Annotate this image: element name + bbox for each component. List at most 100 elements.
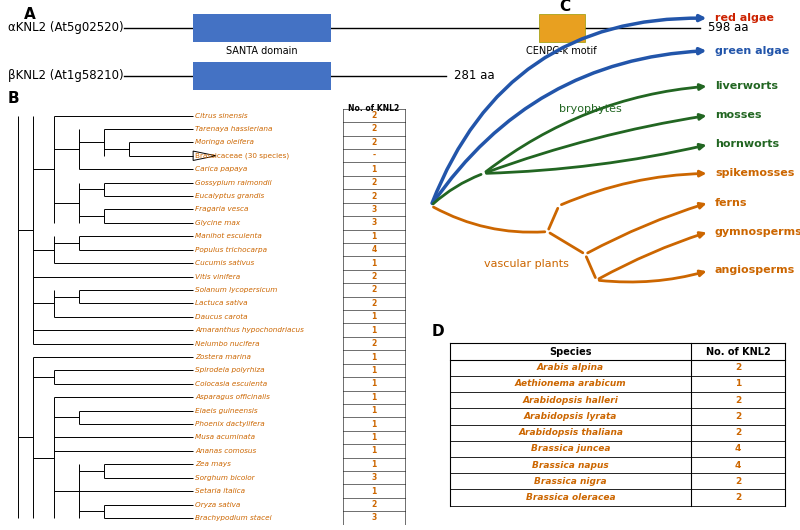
Text: Oryza sativa: Oryza sativa [195, 501, 241, 508]
Text: 3: 3 [371, 205, 377, 214]
Text: C: C [559, 0, 570, 14]
Text: Brassicaceae (30 species): Brassicaceae (30 species) [195, 153, 290, 159]
Text: 2: 2 [371, 500, 377, 509]
Text: 3: 3 [371, 514, 377, 523]
Text: 2: 2 [371, 339, 377, 348]
Text: 4: 4 [371, 245, 377, 254]
Text: 1: 1 [371, 165, 377, 174]
Text: green algae: green algae [715, 46, 789, 56]
Text: ferns: ferns [715, 198, 747, 208]
Text: Elaeis guineensis: Elaeis guineensis [195, 408, 258, 414]
Text: Arabidopsis lyrata: Arabidopsis lyrata [524, 412, 618, 421]
Text: 598 aa: 598 aa [707, 21, 748, 34]
Text: hornworts: hornworts [715, 139, 779, 149]
Text: 1: 1 [371, 259, 377, 268]
Bar [193, 62, 331, 90]
Text: Daucus carota: Daucus carota [195, 314, 248, 320]
Text: 2: 2 [371, 125, 377, 134]
Text: 2: 2 [371, 272, 377, 281]
Text: 2: 2 [371, 138, 377, 147]
Text: CENPC-k motif: CENPC-k motif [526, 46, 597, 56]
Text: vascular plants: vascular plants [484, 259, 569, 269]
Text: 1: 1 [371, 232, 377, 241]
Text: Lactuca sativa: Lactuca sativa [195, 301, 248, 306]
Text: Fragaria vesca: Fragaria vesca [195, 206, 249, 213]
Text: 1: 1 [735, 379, 741, 388]
Text: 1: 1 [371, 366, 377, 375]
Text: 2: 2 [735, 396, 741, 405]
Text: Tarenaya hassleriana: Tarenaya hassleriana [195, 126, 273, 132]
Text: bryophytes: bryophytes [559, 104, 622, 114]
Text: βKNL2 (At1g58210): βKNL2 (At1g58210) [8, 69, 124, 83]
Text: angiosperms: angiosperms [715, 266, 795, 276]
Text: Arabidopsis thaliana: Arabidopsis thaliana [518, 428, 623, 437]
Bar [538, 14, 585, 42]
Text: 4: 4 [735, 444, 741, 453]
Text: Solanum lycopersicum: Solanum lycopersicum [195, 287, 278, 293]
Text: Carica papaya: Carica papaya [195, 166, 247, 172]
Text: Species: Species [550, 347, 592, 357]
Text: 1: 1 [371, 420, 377, 429]
Text: Musa acuminata: Musa acuminata [195, 435, 255, 440]
Text: 1: 1 [371, 325, 377, 334]
Text: Spirodela polyrhiza: Spirodela polyrhiza [195, 367, 265, 374]
Text: Setaria italica: Setaria italica [195, 488, 246, 494]
Text: Nelumbo nucifera: Nelumbo nucifera [195, 341, 260, 347]
Text: Zostera marina: Zostera marina [195, 354, 251, 360]
Text: Gossypium raimondii: Gossypium raimondii [195, 180, 272, 186]
Text: 3: 3 [371, 473, 377, 482]
Text: Cucumis sativus: Cucumis sativus [195, 260, 254, 266]
Text: SANTA domain: SANTA domain [226, 46, 298, 56]
Text: gymnosperms: gymnosperms [715, 227, 800, 236]
Text: No. of KNL2: No. of KNL2 [706, 347, 770, 357]
Text: -: - [373, 151, 376, 160]
Text: A: A [24, 7, 36, 22]
Text: 2: 2 [735, 412, 741, 421]
Text: 2: 2 [371, 299, 377, 308]
Text: Arabis alpina: Arabis alpina [537, 363, 604, 372]
Text: 3: 3 [371, 218, 377, 227]
Text: 1: 1 [371, 487, 377, 496]
Text: Manihot esculenta: Manihot esculenta [195, 233, 262, 239]
Text: 1: 1 [371, 460, 377, 469]
Text: Asparagus officinalis: Asparagus officinalis [195, 394, 270, 400]
Text: 1: 1 [371, 446, 377, 455]
Bar [193, 14, 331, 42]
Text: 2: 2 [371, 178, 377, 187]
Text: 2: 2 [735, 363, 741, 372]
Text: No. of KNL2: No. of KNL2 [349, 104, 400, 113]
Text: 2: 2 [371, 111, 377, 120]
Text: Amaranthus hypochondriacus: Amaranthus hypochondriacus [195, 327, 304, 333]
Text: Brassica oleracea: Brassica oleracea [526, 493, 615, 502]
Text: Citrus sinensis: Citrus sinensis [195, 112, 248, 119]
Text: Zea mays: Zea mays [195, 461, 231, 467]
Text: 1: 1 [371, 352, 377, 361]
Text: Colocasia esculenta: Colocasia esculenta [195, 381, 267, 387]
Text: 281 aa: 281 aa [454, 69, 494, 83]
Text: 2: 2 [735, 477, 741, 486]
Text: 1: 1 [371, 393, 377, 402]
Text: 1: 1 [371, 379, 377, 388]
Text: 2: 2 [735, 493, 741, 502]
Text: 1: 1 [371, 433, 377, 442]
Text: Brachypodium stacei: Brachypodium stacei [195, 515, 272, 521]
Text: Ananas comosus: Ananas comosus [195, 448, 257, 454]
Text: Brassica nigra: Brassica nigra [534, 477, 607, 486]
Text: Vitis vinifera: Vitis vinifera [195, 273, 241, 279]
Text: Moringa oleifera: Moringa oleifera [195, 139, 254, 145]
Text: Aethionema arabicum: Aethionema arabicum [514, 379, 626, 388]
Text: liverworts: liverworts [715, 81, 778, 91]
Text: 4: 4 [735, 461, 741, 470]
Text: Arabidopsis halleri: Arabidopsis halleri [522, 396, 618, 405]
Text: Sorghum bicolor: Sorghum bicolor [195, 475, 255, 481]
Text: Glycine max: Glycine max [195, 220, 240, 226]
Text: 2: 2 [371, 191, 377, 200]
Text: 2: 2 [371, 286, 377, 295]
Text: Brassica napus: Brassica napus [532, 461, 609, 470]
Text: B: B [8, 91, 20, 107]
Text: red algae: red algae [715, 13, 774, 23]
Text: mosses: mosses [715, 110, 762, 120]
Text: spikemosses: spikemosses [715, 169, 794, 179]
Text: 2: 2 [735, 428, 741, 437]
Text: Brassica juncea: Brassica juncea [531, 444, 610, 453]
